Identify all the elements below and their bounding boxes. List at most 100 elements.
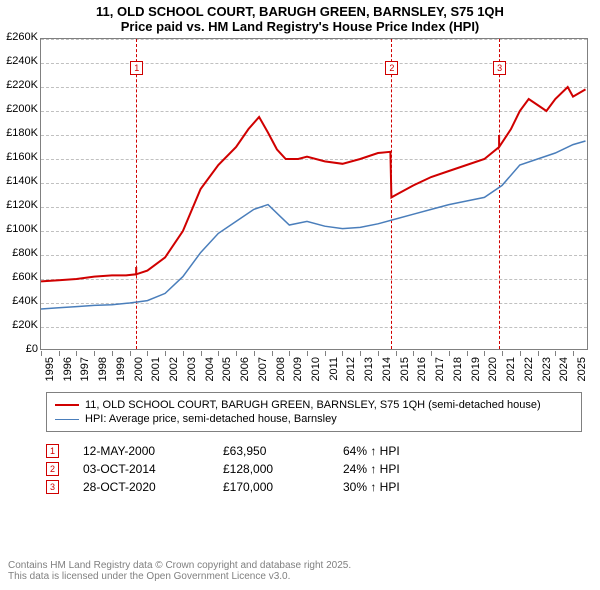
- chart-plot-area: 123: [40, 38, 588, 350]
- x-tick-label: 2010: [310, 357, 322, 381]
- y-tick-label: £80K: [0, 247, 38, 259]
- y-tick-label: £240K: [0, 55, 38, 67]
- x-tick: [502, 351, 503, 356]
- title-line1: 11, OLD SCHOOL COURT, BARUGH GREEN, BARN…: [96, 4, 504, 19]
- x-tick-label: 2006: [239, 357, 251, 381]
- x-tick: [183, 351, 184, 356]
- y-tick-label: £160K: [0, 151, 38, 163]
- x-tick-label: 2009: [292, 357, 304, 381]
- x-tick: [360, 351, 361, 356]
- y-tick-label: £60K: [0, 271, 38, 283]
- event-date: 03-OCT-2014: [83, 462, 223, 476]
- event-date: 12-MAY-2000: [83, 444, 223, 458]
- legend-swatch: [55, 419, 79, 420]
- x-tick-label: 1998: [97, 357, 109, 381]
- x-tick: [467, 351, 468, 356]
- event-price: £63,950: [223, 444, 343, 458]
- x-tick: [449, 351, 450, 356]
- series-hpi: [41, 141, 586, 309]
- x-tick-label: 2022: [523, 357, 535, 381]
- x-tick: [254, 351, 255, 356]
- legend-label: 11, OLD SCHOOL COURT, BARUGH GREEN, BARN…: [85, 399, 541, 411]
- x-tick-label: 2014: [381, 357, 393, 381]
- event-row-marker: 2: [46, 462, 59, 476]
- x-tick: [76, 351, 77, 356]
- event-price: £128,000: [223, 462, 343, 476]
- x-tick-label: 2015: [399, 357, 411, 381]
- x-tick: [484, 351, 485, 356]
- events-table-row: 112-MAY-2000£63,95064% ↑ HPI: [46, 444, 400, 458]
- event-hpi: 24% ↑ HPI: [343, 462, 400, 476]
- footer-line1: Contains HM Land Registry data © Crown c…: [8, 560, 351, 571]
- x-tick-label: 1999: [115, 357, 127, 381]
- x-tick: [289, 351, 290, 356]
- x-tick: [94, 351, 95, 356]
- x-tick: [41, 351, 42, 356]
- x-tick-label: 2004: [204, 357, 216, 381]
- legend-item: HPI: Average price, semi-detached house,…: [55, 413, 573, 425]
- event-row-marker: 1: [46, 444, 59, 458]
- legend-item: 11, OLD SCHOOL COURT, BARUGH GREEN, BARN…: [55, 399, 573, 411]
- y-tick-label: £220K: [0, 79, 38, 91]
- x-tick-label: 2002: [168, 357, 180, 381]
- x-tick-label: 2008: [275, 357, 287, 381]
- x-tick-label: 2024: [558, 357, 570, 381]
- x-tick-label: 2003: [186, 357, 198, 381]
- y-tick-label: £20K: [0, 319, 38, 331]
- x-tick-label: 2025: [576, 357, 588, 381]
- x-tick: [431, 351, 432, 356]
- x-tick-label: 2011: [328, 357, 340, 381]
- y-tick-label: £260K: [0, 31, 38, 43]
- x-tick-label: 2018: [452, 357, 464, 381]
- events-table-row: 3 28-OCT-2020£170,00030% ↑ HPI: [46, 480, 400, 494]
- x-tick-label: 2019: [470, 357, 482, 381]
- x-tick: [130, 351, 131, 356]
- y-tick-label: £180K: [0, 127, 38, 139]
- x-tick: [342, 351, 343, 356]
- x-tick: [325, 351, 326, 356]
- legend: 11, OLD SCHOOL COURT, BARUGH GREEN, BARN…: [46, 392, 582, 432]
- y-tick-label: £120K: [0, 199, 38, 211]
- x-tick: [59, 351, 60, 356]
- x-tick: [112, 351, 113, 356]
- y-tick-label: £100K: [0, 223, 38, 235]
- x-tick: [396, 351, 397, 356]
- title-line2: Price paid vs. HM Land Registry's House …: [121, 19, 480, 34]
- x-tick-label: 1995: [44, 357, 56, 381]
- x-tick-label: 2012: [345, 357, 357, 381]
- x-tick-label: 2021: [505, 357, 517, 381]
- x-tick-label: 2023: [541, 357, 553, 381]
- event-price: £170,000: [223, 480, 343, 494]
- y-tick-label: £200K: [0, 103, 38, 115]
- x-tick-label: 1997: [79, 357, 91, 381]
- event-hpi: 30% ↑ HPI: [343, 480, 400, 494]
- event-date: 28-OCT-2020: [83, 480, 223, 494]
- footer-line2: This data is licensed under the Open Gov…: [8, 571, 290, 582]
- x-tick-label: 2007: [257, 357, 269, 381]
- events-table-row: 2 03-OCT-2014£128,00024% ↑ HPI: [46, 462, 400, 476]
- event-row-marker: 3: [46, 480, 59, 494]
- x-tick: [413, 351, 414, 356]
- x-tick: [272, 351, 273, 356]
- x-tick-label: 1996: [62, 357, 74, 381]
- x-tick-label: 2016: [416, 357, 428, 381]
- x-tick: [147, 351, 148, 356]
- chart-title: 11, OLD SCHOOL COURT, BARUGH GREEN, BARN…: [0, 0, 600, 34]
- events-table: 112-MAY-2000£63,95064% ↑ HPI203-OCT-2014…: [46, 440, 400, 498]
- x-tick-label: 2001: [150, 357, 162, 381]
- footer: Contains HM Land Registry data © Crown c…: [8, 560, 351, 582]
- x-tick-label: 2000: [133, 357, 145, 381]
- legend-label: HPI: Average price, semi-detached house,…: [85, 413, 337, 425]
- x-tick: [538, 351, 539, 356]
- x-tick-label: 2013: [363, 357, 375, 381]
- y-tick-label: £140K: [0, 175, 38, 187]
- x-tick: [307, 351, 308, 356]
- x-tick: [555, 351, 556, 356]
- x-tick: [201, 351, 202, 356]
- x-tick: [573, 351, 574, 356]
- chart-series: [41, 39, 589, 351]
- x-tick: [165, 351, 166, 356]
- x-tick: [218, 351, 219, 356]
- x-tick: [378, 351, 379, 356]
- y-tick-label: £0: [0, 343, 38, 355]
